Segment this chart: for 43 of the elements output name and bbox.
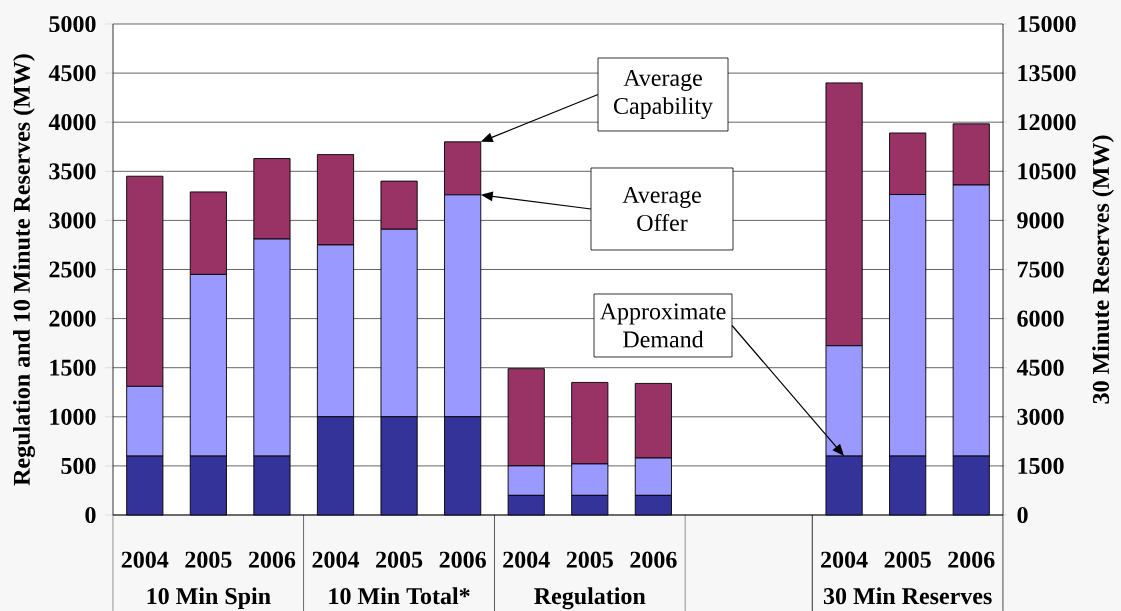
y2-tick-label: 0 <box>1017 506 1028 524</box>
y2-tick-label: 4500 <box>1016 359 1064 376</box>
text: Average Capability <box>614 69 713 119</box>
y2-tick-label: 13500 <box>1018 64 1076 82</box>
y2-tick-label: 15000 <box>1018 15 1076 33</box>
x-tick-label: 2004 <box>821 551 868 568</box>
y-tick-label: 2000 <box>49 310 96 327</box>
x-tick-label: 2004 <box>503 551 550 568</box>
x-tick-label: 2005 <box>884 551 931 568</box>
y-tick-label: 3500 <box>49 163 96 180</box>
x-tick-label: 2006 <box>948 551 995 568</box>
y2-tick-label: 9000 <box>1017 212 1064 229</box>
y2-tick-label: 3000 <box>1017 408 1064 425</box>
text: 10 Min Spin <box>147 587 271 610</box>
x-tick-label: 2004 <box>312 551 360 568</box>
y-tick-label: 5000 <box>49 15 96 33</box>
y2-tick-label: 1500 <box>1018 457 1064 474</box>
y-tick-label: 1000 <box>50 408 96 425</box>
y-tick-label: 500 <box>61 457 96 474</box>
x-tick-label: 2006 <box>439 551 486 568</box>
y-tick-label: 1500 <box>50 359 96 376</box>
y-tick-label: 3000 <box>49 212 96 229</box>
y2-axis-title: 30 Minute Reserves (MW) <box>1092 135 1114 404</box>
x-tick-label: 2005 <box>376 551 423 568</box>
y2-tick-label: 7500 <box>1017 261 1064 278</box>
x-tick-label: 2005 <box>185 551 232 568</box>
x-tick-label: 2004 <box>121 551 169 568</box>
y2-tick-label: 10500 <box>1018 163 1076 180</box>
x-tick-label: 2006 <box>248 551 296 568</box>
y2-tick-label: 6000 <box>1017 310 1064 327</box>
text: Regulation <box>534 587 646 610</box>
y-axis-title: Regulation and 10 Minute Reserves (MW) <box>13 54 35 486</box>
y2-tick-label: 12000 <box>1018 114 1076 131</box>
x-tick-label: 2005 <box>566 551 613 568</box>
y-tick-label: 4500 <box>48 65 96 82</box>
text: 10 Min Total* <box>329 587 470 605</box>
y-tick-label: 2500 <box>49 261 96 278</box>
text: Average Offer <box>622 186 701 232</box>
x-tick-label: 2006 <box>630 551 677 568</box>
y-tick-label: 0 <box>85 506 96 524</box>
y-tick-label: 4000 <box>48 114 96 131</box>
text: Approximate Demand <box>599 303 726 348</box>
text: 30 Min Reserves <box>823 587 992 605</box>
